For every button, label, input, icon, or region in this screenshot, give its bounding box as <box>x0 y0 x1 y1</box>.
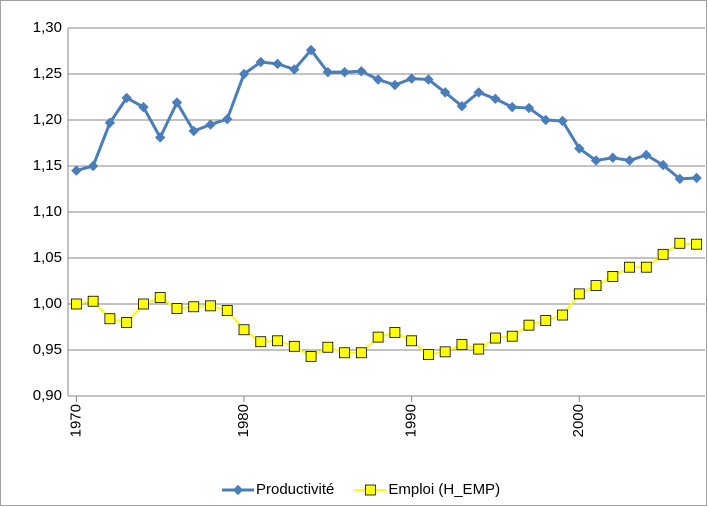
data-point <box>540 114 551 126</box>
y-tick-label: 1,05 <box>33 249 62 266</box>
data-point <box>255 336 267 348</box>
data-point <box>574 143 585 154</box>
data-point <box>640 261 652 273</box>
data-point <box>372 74 384 85</box>
x-tick-label: 2000 <box>570 404 587 437</box>
data-point <box>87 160 99 172</box>
data-point <box>674 237 686 249</box>
data-point <box>490 93 501 105</box>
data-point <box>573 288 585 300</box>
data-point <box>691 172 702 184</box>
data-point <box>657 159 669 171</box>
data-point <box>506 330 518 342</box>
data-point <box>288 340 300 352</box>
data-point <box>540 315 552 326</box>
data-point <box>171 97 183 108</box>
data-point <box>356 66 367 77</box>
data-point <box>406 73 417 84</box>
y-tick-label: 0,95 <box>33 341 62 358</box>
data-point <box>154 292 166 303</box>
data-point <box>272 58 283 70</box>
data-point <box>674 173 686 185</box>
data-point <box>138 101 149 113</box>
data-point <box>389 327 401 338</box>
y-tick-label: 1,20 <box>33 111 62 128</box>
data-point <box>557 115 568 127</box>
legend-marker <box>364 484 376 496</box>
data-point <box>355 347 367 359</box>
data-point <box>289 64 300 75</box>
legend-label: Emploi (H_EMP) <box>388 481 500 498</box>
data-point <box>305 351 317 362</box>
data-point <box>406 335 418 347</box>
data-point <box>205 300 216 312</box>
data-point <box>255 56 266 68</box>
data-point <box>389 79 401 91</box>
data-point <box>439 346 451 358</box>
data-point <box>456 339 468 350</box>
data-point <box>171 303 183 315</box>
data-point <box>154 132 166 143</box>
data-point <box>322 66 334 78</box>
data-point <box>322 341 334 353</box>
data-point <box>590 155 602 166</box>
data-point <box>423 349 434 361</box>
data-point <box>473 87 484 98</box>
y-tick-label: 1,30 <box>33 19 62 36</box>
data-point <box>439 87 451 98</box>
data-point <box>507 101 518 113</box>
x-tick-label: 1990 <box>403 404 420 437</box>
data-point <box>188 125 199 137</box>
data-point <box>238 68 250 80</box>
data-point <box>624 261 635 273</box>
data-point <box>339 66 350 78</box>
data-point <box>138 298 149 310</box>
data-point <box>372 331 384 343</box>
data-point <box>641 149 652 161</box>
data-point <box>104 117 116 128</box>
data-point <box>490 332 501 344</box>
data-point <box>87 295 99 307</box>
data-point <box>607 270 619 282</box>
legend-label: Productivité <box>256 481 334 498</box>
data-point <box>624 155 635 166</box>
data-point <box>104 313 116 325</box>
data-point <box>121 92 132 104</box>
y-tick-label: 1,00 <box>33 295 62 312</box>
data-point <box>557 309 568 321</box>
data-point <box>222 113 233 125</box>
data-point <box>238 324 250 336</box>
data-point <box>523 319 535 331</box>
data-point <box>423 74 434 85</box>
data-point <box>456 100 468 112</box>
data-point <box>657 248 669 260</box>
data-point <box>305 44 317 56</box>
data-point <box>473 343 485 355</box>
data-point <box>205 119 216 130</box>
x-tick-label: 1970 <box>67 404 84 437</box>
data-point <box>590 280 602 292</box>
data-point <box>188 301 200 313</box>
data-point <box>71 165 82 176</box>
data-point <box>221 305 233 316</box>
y-tick-label: 1,15 <box>33 157 62 174</box>
data-point <box>272 335 283 347</box>
data-point <box>691 238 703 250</box>
data-point <box>523 102 535 114</box>
y-tick-label: 1,10 <box>33 203 62 220</box>
y-tick-label: 1,25 <box>33 65 62 82</box>
data-point <box>70 298 82 310</box>
y-tick-label: 0,90 <box>33 387 62 404</box>
data-point <box>339 347 350 359</box>
legend-marker <box>232 484 244 496</box>
data-point <box>121 316 133 328</box>
data-point <box>607 152 619 163</box>
x-tick-label: 1980 <box>235 404 252 437</box>
